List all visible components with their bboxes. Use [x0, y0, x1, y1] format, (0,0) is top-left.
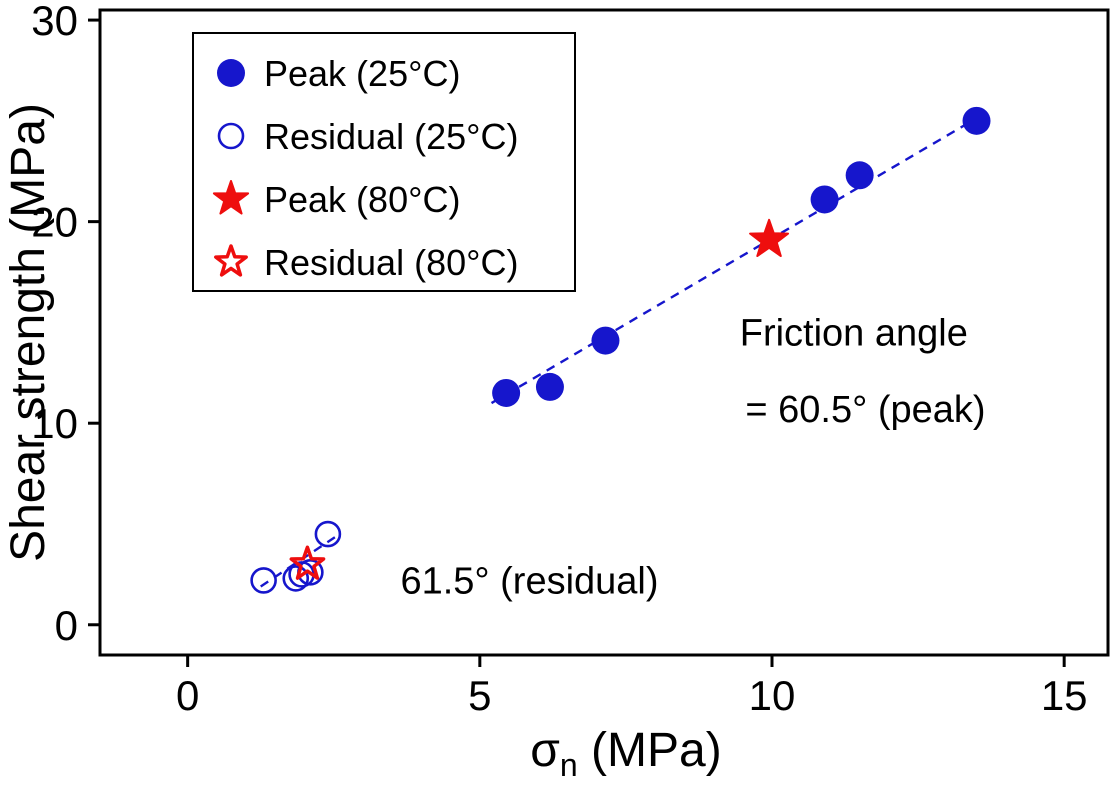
data-point	[314, 520, 342, 548]
legend-marker-icon	[214, 244, 248, 277]
plot-frame	[98, 8, 1110, 657]
y-tick-label: 30	[31, 0, 78, 44]
data-point	[289, 545, 326, 580]
y-tick-label: 0	[55, 602, 78, 649]
legend-item: Peak (25°C)	[217, 53, 460, 94]
x-tick-label: 5	[468, 672, 491, 719]
legend-label: Residual (80°C)	[264, 242, 519, 283]
legend-marker-icon	[212, 180, 250, 215]
data-point	[250, 567, 277, 594]
annotation-text: 61.5° (residual)	[400, 560, 658, 602]
x-tick-label: 0	[176, 672, 199, 719]
legend-label: Residual (25°C)	[264, 116, 519, 157]
y-tick-label: 10	[31, 400, 78, 447]
y-axis-label: Shear strength (MPa)	[2, 103, 55, 562]
legend-box	[192, 32, 576, 292]
x-tick-label: 15	[1041, 672, 1088, 719]
data-point	[749, 218, 790, 257]
series-open-star	[289, 545, 326, 580]
data-point	[282, 565, 310, 592]
legend-marker-icon	[217, 122, 245, 150]
data-point	[845, 161, 874, 190]
legend-label: Peak (25°C)	[264, 53, 460, 94]
legend-item: Peak (80°C)	[212, 179, 460, 220]
series-filled-star	[749, 218, 790, 257]
legend-marker-icon	[217, 59, 245, 87]
legend-item: Residual (80°C)	[214, 242, 519, 283]
annotation-text: = 60.5° (peak)	[745, 389, 985, 431]
data-point	[962, 106, 991, 135]
legend: Peak (25°C) Residual (25°C) Peak (80°C) Res…	[192, 32, 576, 292]
legend-label: Peak (80°C)	[264, 179, 460, 220]
series-filled-circle	[492, 106, 991, 407]
data-point	[492, 378, 521, 407]
y-tick-label: 20	[31, 199, 78, 246]
annotation-text: Friction angle	[740, 313, 968, 355]
legend-item: Residual (25°C)	[217, 116, 519, 157]
x-axis-label: σn (MPa)	[530, 724, 721, 783]
data-point	[810, 185, 839, 214]
x-tick-label: 10	[749, 672, 796, 719]
data-point	[535, 372, 564, 401]
data-point	[591, 326, 620, 355]
